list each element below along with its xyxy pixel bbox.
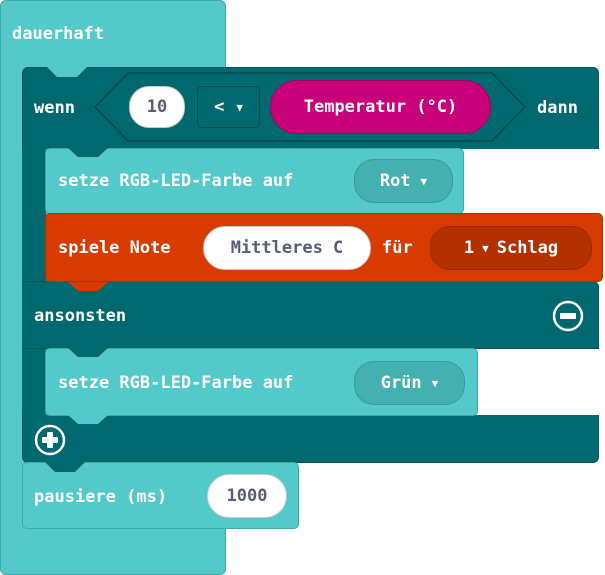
pause-label: pausiere (ms): [34, 487, 168, 507]
if-label: wenn: [34, 98, 75, 118]
forever-label: dauerhaft: [12, 24, 105, 44]
beats-unit: Schlag: [496, 238, 559, 258]
pause-ms-input[interactable]: 1000: [207, 474, 287, 518]
color-dropdown[interactable]: Grün ▼: [354, 361, 465, 405]
set-rgb-label: setze RGB-LED-Farbe auf: [58, 373, 294, 393]
set-rgb-label: setze RGB-LED-Farbe auf: [58, 171, 294, 191]
left-value-input[interactable]: 10: [129, 86, 185, 128]
play-note-label: spiele Note: [58, 238, 171, 258]
triangle-down-icon: ▼: [236, 100, 243, 114]
for-label: für: [382, 238, 413, 258]
beats-value: 1: [463, 238, 475, 258]
else-label: ansonsten: [34, 306, 127, 326]
temperature-reporter[interactable]: Temperatur (°C): [270, 80, 491, 134]
color-value: Grün: [380, 373, 422, 393]
minus-circle-icon[interactable]: [552, 300, 584, 332]
operator-dropdown[interactable]: < ▼: [197, 86, 260, 128]
triangle-down-icon: ▼: [420, 174, 428, 188]
plus-circle-icon[interactable]: [34, 424, 66, 456]
triangle-down-icon: ▼: [431, 376, 439, 390]
color-dropdown[interactable]: Rot ▼: [354, 159, 453, 203]
beats-dropdown[interactable]: 1 ▼ Schlag: [430, 226, 592, 270]
note-input[interactable]: Mittleres C: [203, 226, 371, 270]
then-label: dann: [537, 98, 578, 118]
operator-value: <: [214, 97, 225, 117]
color-value: Rot: [379, 171, 411, 191]
triangle-down-icon: ▼: [482, 241, 489, 255]
